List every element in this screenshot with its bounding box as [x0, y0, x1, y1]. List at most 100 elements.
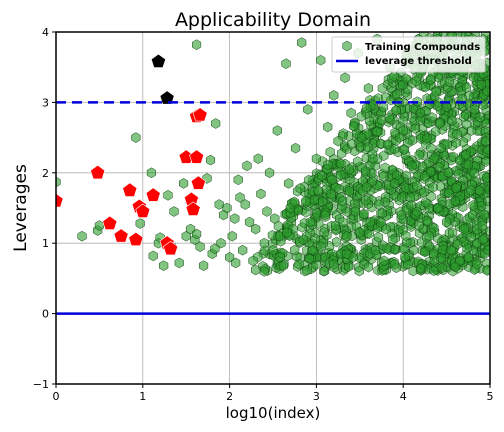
training-point [323, 121, 333, 133]
training-point [461, 149, 471, 161]
training-point [344, 185, 354, 197]
plot-frame [55, 31, 491, 385]
training-point [481, 156, 490, 167]
training-point [290, 244, 300, 256]
training-point [242, 160, 252, 172]
training-point [428, 182, 438, 193]
training-point [294, 259, 304, 270]
training-point [342, 230, 352, 242]
training-point [377, 208, 387, 219]
training-point [389, 259, 400, 270]
training-point [419, 187, 429, 198]
y-axis-label: Leverages [11, 164, 31, 252]
training-point [285, 202, 295, 214]
y-tick-label: 4 [42, 26, 49, 39]
training-point [399, 144, 410, 155]
training-point [148, 250, 158, 262]
training-point [401, 230, 411, 241]
training-point [442, 216, 452, 228]
training-point [329, 90, 339, 101]
training-point [420, 81, 431, 93]
training-point [380, 162, 390, 174]
training-point [397, 192, 407, 203]
training-point [424, 230, 434, 242]
training-point [482, 172, 490, 183]
training-point [230, 213, 240, 224]
training-point [319, 227, 329, 238]
training-point [359, 208, 369, 220]
training-point [305, 216, 315, 228]
training-point [468, 200, 478, 211]
training-point [472, 259, 482, 270]
training-point [478, 234, 488, 245]
outlier-point [122, 182, 138, 197]
x-tick-label: 2 [226, 390, 233, 403]
training-point [331, 236, 342, 248]
training-point [412, 180, 422, 192]
training-point [316, 54, 326, 66]
training-point [406, 199, 416, 211]
x-tick-label: 0 [53, 390, 60, 403]
training-point [329, 259, 339, 270]
training-point [303, 104, 313, 115]
training-point [363, 83, 374, 94]
training-point [233, 174, 243, 186]
training-point [446, 244, 456, 256]
training-point [192, 39, 202, 50]
outlier-point [145, 187, 161, 202]
training-point [398, 125, 408, 136]
outlier-point [190, 175, 206, 190]
training-point [476, 200, 487, 212]
training-point [298, 234, 308, 245]
training-point [337, 148, 347, 159]
training-point [435, 118, 445, 129]
training-point [355, 227, 365, 238]
training-point [389, 178, 400, 189]
training-point [384, 112, 394, 124]
outlier-point [90, 164, 106, 180]
training-point [131, 132, 141, 143]
training-point [448, 227, 458, 238]
x-tick-label: 1 [139, 390, 146, 403]
training-point [198, 260, 209, 271]
training-point [362, 181, 372, 193]
training-point [407, 160, 417, 172]
training-point [469, 104, 479, 115]
outlier-point [185, 201, 201, 216]
outlier-point [135, 203, 151, 218]
training-point [240, 199, 250, 210]
training-point [466, 185, 476, 196]
training-point [135, 218, 145, 229]
training-point [425, 98, 435, 110]
training-point [468, 209, 478, 221]
training-point [350, 206, 361, 217]
data-points [56, 32, 490, 277]
training-point [346, 107, 356, 119]
training-point [428, 248, 439, 260]
training-point [362, 102, 372, 114]
training-point [444, 76, 454, 88]
training-point [378, 101, 389, 113]
training-point [313, 185, 323, 196]
training-point [273, 220, 283, 232]
training-point [415, 114, 425, 126]
training-point [377, 83, 387, 94]
y-tick-label: 0 [42, 308, 49, 321]
training-point [336, 158, 346, 170]
training-point [459, 223, 469, 235]
training-point [259, 237, 269, 249]
y-tick-label: 3 [42, 96, 49, 109]
training-point [476, 79, 486, 91]
training-point [412, 206, 422, 217]
training-point [317, 170, 327, 181]
training-point [340, 72, 350, 84]
training-point [338, 216, 348, 228]
training-point [441, 101, 452, 113]
training-point [469, 71, 479, 83]
training-point [301, 195, 311, 207]
training-point [244, 216, 255, 228]
training-point [469, 167, 479, 179]
training-point [388, 234, 398, 245]
training-point [461, 82, 472, 93]
outlier-point [128, 231, 144, 246]
